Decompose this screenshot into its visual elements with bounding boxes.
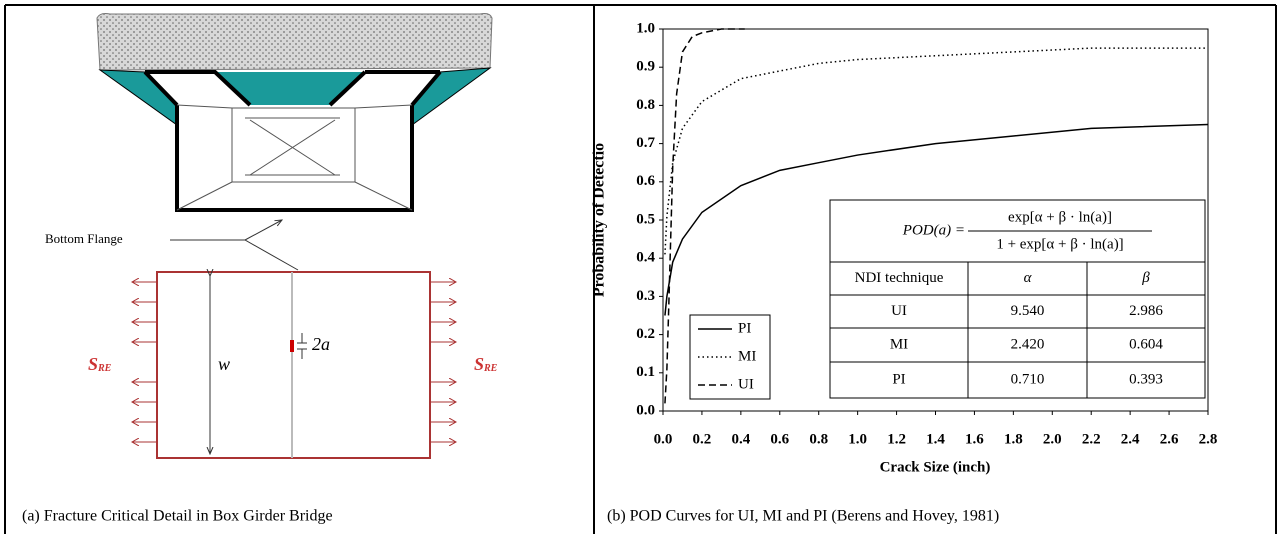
x-tick-label: 0.4 xyxy=(731,431,750,447)
legend-label: UI xyxy=(738,376,754,392)
x-tick-label: 2.4 xyxy=(1121,431,1140,447)
y-tick-label: 0.1 xyxy=(636,364,655,380)
x-tick-label: 2.6 xyxy=(1160,431,1179,447)
table-header: α xyxy=(1024,270,1033,286)
x-tick-label: 1.6 xyxy=(965,431,984,447)
caption: (a) Fracture Critical Detail in Box Gird… xyxy=(22,508,333,525)
label-crack: 2a xyxy=(312,334,330,354)
stress-symbol: S xyxy=(88,354,98,374)
table-cell: 0.710 xyxy=(1011,371,1045,387)
plot: 0.0 0.1 0.2 0.3 0.4 0.5 0.6 0.7 0.8 0.9 1.0 0.0 0.2 0… xyxy=(636,20,1217,447)
label-bottom-flange: Bottom Flange xyxy=(45,231,123,246)
formula-lhs: POD(a) = xyxy=(902,222,965,238)
label-stress: SRE xyxy=(474,354,498,374)
label-width: w xyxy=(218,354,230,374)
y-tick-label: 0.6 xyxy=(636,173,655,189)
x-tick-label: 2.2 xyxy=(1082,431,1101,447)
x-tick-label: 1.0 xyxy=(848,431,867,447)
table-cell: 0.604 xyxy=(1129,336,1163,352)
table-cell: 2.986 xyxy=(1129,303,1163,319)
x-tick-label: 0.6 xyxy=(770,431,789,447)
table-cell: 2.420 xyxy=(1011,336,1045,352)
stress-subscript: RE xyxy=(97,363,112,374)
stress-subscript: RE xyxy=(483,363,498,374)
x-tick-label: 2.8 xyxy=(1199,431,1218,447)
y-tick-label: 0.9 xyxy=(636,59,655,75)
box-girder-diagram xyxy=(96,13,493,459)
frame xyxy=(4,4,1277,534)
pod-curve xyxy=(664,28,745,404)
y-tick-label: 0.5 xyxy=(636,211,655,227)
x-tick-label: 1.8 xyxy=(1004,431,1023,447)
table-cell: MI xyxy=(890,336,908,352)
y-tick-label: 0.0 xyxy=(636,402,655,418)
table-header: NDI technique xyxy=(855,270,944,286)
y-tick-label: 1.0 xyxy=(636,20,655,36)
y-tick-label: 0.4 xyxy=(636,250,655,266)
x-tick-label: 1.4 xyxy=(926,431,945,447)
table-cell: PI xyxy=(892,371,905,387)
formula-denominator: 1 + exp[α + β · ln(a)] xyxy=(996,236,1123,252)
y-tick-label: 0.3 xyxy=(636,288,655,304)
x-tick-label: 0.8 xyxy=(809,431,828,447)
legend-label: PI xyxy=(738,320,751,336)
y-tick-label: 0.2 xyxy=(636,326,655,342)
y-tick-label: 0.7 xyxy=(636,135,655,151)
x-tick-label: 2.0 xyxy=(1043,431,1062,447)
table-cell: UI xyxy=(891,303,907,319)
stress-symbol: S xyxy=(474,354,484,374)
caption: (b) POD Curves for UI, MI and PI (Berens… xyxy=(607,508,999,525)
formula-numerator: exp[α + β · ln(a)] xyxy=(1008,209,1112,225)
label-stress: SRE xyxy=(88,354,112,374)
x-tick-label: 0.0 xyxy=(654,431,673,447)
y-tick-label: 0.8 xyxy=(636,97,655,113)
legend-label: MI xyxy=(738,348,756,364)
table-cell: 0.393 xyxy=(1129,371,1163,387)
table-cell: 9.540 xyxy=(1011,303,1045,319)
x-tick-label: 1.2 xyxy=(887,431,906,447)
y-axis-label: Probability of Detectio xyxy=(591,143,608,297)
x-tick-label: 0.2 xyxy=(693,431,712,447)
table-header: β xyxy=(1141,270,1150,286)
x-axis-label: Crack Size (inch) xyxy=(880,459,991,475)
pod-curve xyxy=(664,123,1209,316)
table xyxy=(829,199,1206,399)
